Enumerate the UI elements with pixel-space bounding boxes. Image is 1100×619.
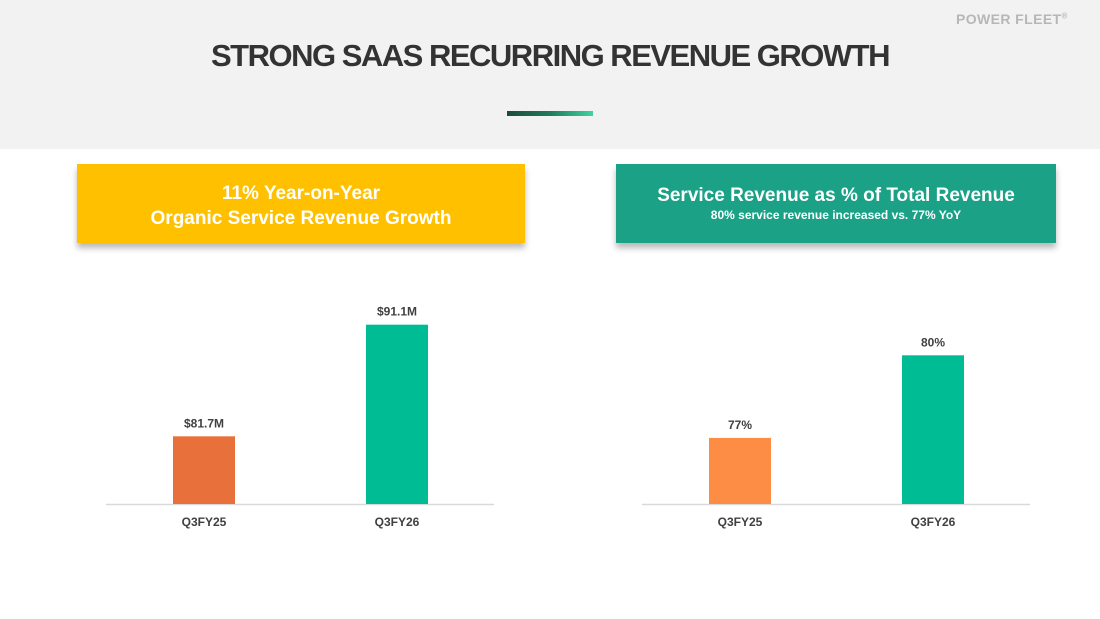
brand-logo: POWER FLEET® xyxy=(956,11,1068,27)
yoy-growth-line2: Organic Service Revenue Growth xyxy=(150,208,452,229)
revenue-chart-svg: $81.7M Q3FY25 $91.1M Q3FY26 xyxy=(106,305,494,529)
share-chart-svg: 77% Q3FY25 80% Q3FY26 xyxy=(642,335,1030,529)
revenue-chart-data-label-q3fy25: $81.7M xyxy=(184,416,224,430)
share-chart-data-label-q3fy25: 77% xyxy=(728,418,752,432)
yoy-growth-callout: 11% Year-on-Year Organic Service Revenue… xyxy=(77,164,525,243)
service-share-heading: Service Revenue as % of Total Revenue xyxy=(657,185,1015,206)
revenue-chart-bar-q3fy26 xyxy=(366,324,428,504)
registered-mark: ® xyxy=(1061,11,1068,21)
revenue-chart-tick-label-q3fy26: Q3FY26 xyxy=(375,515,420,529)
share-chart-bar-q3fy25 xyxy=(709,437,771,504)
share-chart-data-label-q3fy26: 80% xyxy=(921,335,945,349)
service-share-subheading: 80% service revenue increased vs. 77% Yo… xyxy=(710,208,962,222)
header-band xyxy=(0,0,1100,149)
share-chart-tick-label-q3fy25: Q3FY25 xyxy=(718,515,763,529)
share-chart-tick-label-q3fy26: Q3FY26 xyxy=(911,515,956,529)
service-share-chart: 77% Q3FY25 80% Q3FY26 xyxy=(638,280,1038,550)
revenue-chart-tick-label-q3fy25: Q3FY25 xyxy=(182,515,227,529)
share-chart-bar-q3fy26 xyxy=(902,355,964,504)
title-underline xyxy=(507,111,593,116)
revenue-chart-bar-q3fy25 xyxy=(173,436,235,504)
revenue-chart-data-label-q3fy26: $91.1M xyxy=(377,305,417,319)
yoy-growth-line1: 11% Year-on-Year xyxy=(221,183,381,204)
brand-name: POWER FLEET xyxy=(956,11,1062,27)
service-revenue-chart: $81.7M Q3FY25 $91.1M Q3FY26 xyxy=(102,280,502,550)
page-title: STRONG SAAS RECURRING REVENUE GROWTH xyxy=(211,38,890,73)
service-share-callout: Service Revenue as % of Total Revenue 80… xyxy=(616,164,1056,243)
